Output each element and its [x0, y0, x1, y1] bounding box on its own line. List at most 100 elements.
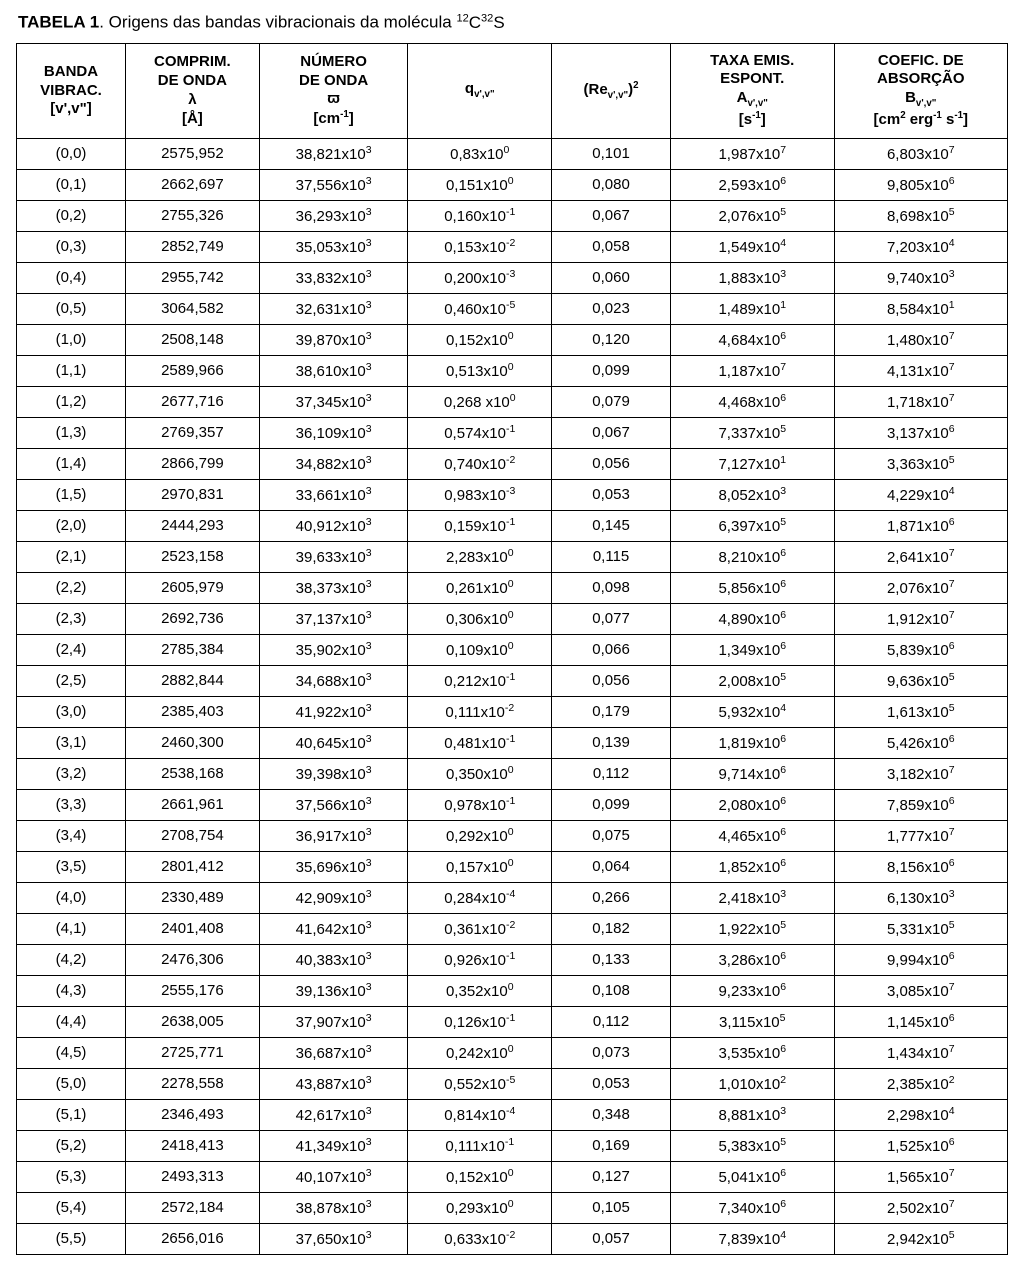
table-cell: 39,633x103 — [259, 542, 408, 573]
table-cell: 8,210x106 — [671, 542, 835, 573]
table-cell: 5,041x106 — [671, 1162, 835, 1193]
table-cell: 0,160x10-1 — [408, 201, 552, 232]
table-cell: 41,642x103 — [259, 914, 408, 945]
table-row: (0,0)2575,95238,821x1030,83x1000,1011,98… — [17, 139, 1008, 170]
molecule-formula: 12C32S — [456, 13, 504, 32]
table-cell: 0,348 — [552, 1100, 671, 1131]
table-row: (1,4)2866,79934,882x1030,740x10-20,0567,… — [17, 449, 1008, 480]
table-cell: 0,109x100 — [408, 635, 552, 666]
table-cell: 38,610x103 — [259, 356, 408, 387]
table-cell: 0,151x100 — [408, 170, 552, 201]
table-cell: 0,053 — [552, 1069, 671, 1100]
table-cell: 1,883x103 — [671, 263, 835, 294]
table-cell: (4,0) — [17, 883, 126, 914]
table-cell: 4,229x104 — [834, 480, 1007, 511]
table-cell: 40,383x103 — [259, 945, 408, 976]
table-caption: TABELA 1. Origens das bandas vibracionai… — [18, 12, 1008, 33]
table-row: (3,5)2801,41235,696x1030,157x1000,0641,8… — [17, 852, 1008, 883]
table-row: (1,0)2508,14839,870x1030,152x1000,1204,6… — [17, 325, 1008, 356]
table-cell: 0,056 — [552, 449, 671, 480]
table-row: (1,3)2769,35736,109x1030,574x10-10,0677,… — [17, 418, 1008, 449]
table-cell: 0,057 — [552, 1224, 671, 1255]
table-cell: 41,349x103 — [259, 1131, 408, 1162]
table-cell: 1,852x106 — [671, 852, 835, 883]
table-cell: 2330,489 — [126, 883, 260, 914]
table-cell: 0,133 — [552, 945, 671, 976]
table-cell: 0,139 — [552, 728, 671, 759]
table-cell: 0,983x10-3 — [408, 480, 552, 511]
table-cell: 1,987x107 — [671, 139, 835, 170]
table-row: (0,1)2662,69737,556x1030,151x1000,0802,5… — [17, 170, 1008, 201]
table-cell: 4,131x107 — [834, 356, 1007, 387]
table-cell: 1,912x107 — [834, 604, 1007, 635]
table-cell: 42,909x103 — [259, 883, 408, 914]
table-cell: 0,552x10-5 — [408, 1069, 552, 1100]
table-cell: 3,137x106 — [834, 418, 1007, 449]
table-cell: 5,426x106 — [834, 728, 1007, 759]
table-cell: 2708,754 — [126, 821, 260, 852]
table-cell: 5,839x106 — [834, 635, 1007, 666]
table-cell: 2508,148 — [126, 325, 260, 356]
table-cell: (1,0) — [17, 325, 126, 356]
table-cell: (4,5) — [17, 1038, 126, 1069]
table-cell: 2,298x104 — [834, 1100, 1007, 1131]
table-cell: 2755,326 — [126, 201, 260, 232]
table-cell: 0,814x10-4 — [408, 1100, 552, 1131]
table-cell: 37,137x103 — [259, 604, 408, 635]
table-cell: (4,1) — [17, 914, 126, 945]
table-cell: (5,0) — [17, 1069, 126, 1100]
table-cell: 2638,005 — [126, 1007, 260, 1038]
table-cell: 0,926x10-1 — [408, 945, 552, 976]
table-cell: 41,922x103 — [259, 697, 408, 728]
table-cell: (5,3) — [17, 1162, 126, 1193]
table-cell: 3,115x105 — [671, 1007, 835, 1038]
table-cell: (3,5) — [17, 852, 126, 883]
table-row: (0,3)2852,74935,053x1030,153x10-20,0581,… — [17, 232, 1008, 263]
table-cell: 1,145x106 — [834, 1007, 1007, 1038]
table-row: (3,4)2708,75436,917x1030,292x1000,0754,4… — [17, 821, 1008, 852]
table-cell: 37,345x103 — [259, 387, 408, 418]
table-cell: 2661,961 — [126, 790, 260, 821]
table-cell: 2589,966 — [126, 356, 260, 387]
table-cell: 2523,158 — [126, 542, 260, 573]
table-cell: 1,549x104 — [671, 232, 835, 263]
table-cell: 0,169 — [552, 1131, 671, 1162]
table-cell: 0,056 — [552, 666, 671, 697]
table-cell: 6,397x105 — [671, 511, 835, 542]
table-row: (3,2)2538,16839,398x1030,350x1000,1129,7… — [17, 759, 1008, 790]
table-cell: 0,481x10-1 — [408, 728, 552, 759]
table-cell: 2346,493 — [126, 1100, 260, 1131]
table-cell: 3064,582 — [126, 294, 260, 325]
table-cell: 0,101 — [552, 139, 671, 170]
table-cell: (1,1) — [17, 356, 126, 387]
table-cell: 3,535x106 — [671, 1038, 835, 1069]
table-cell: 0,099 — [552, 790, 671, 821]
table-cell: 2677,716 — [126, 387, 260, 418]
column-header: NÚMERODE ONDAϖ[cm-1] — [259, 43, 408, 138]
table-row: (0,2)2755,32636,293x1030,160x10-10,0672,… — [17, 201, 1008, 232]
table-cell: 0,212x10-1 — [408, 666, 552, 697]
table-row: (3,3)2661,96137,566x1030,978x10-10,0992,… — [17, 790, 1008, 821]
data-table: BANDAVIBRAC.[v',v"]COMPRIM.DE ONDAλ[Å]NÚ… — [16, 43, 1008, 1255]
table-cell: 2476,306 — [126, 945, 260, 976]
table-cell: 0,112 — [552, 759, 671, 790]
table-cell: 0,066 — [552, 635, 671, 666]
table-cell: 35,902x103 — [259, 635, 408, 666]
table-cell: 8,156x106 — [834, 852, 1007, 883]
table-cell: 32,631x103 — [259, 294, 408, 325]
table-cell: 9,714x106 — [671, 759, 835, 790]
table-cell: 0,079 — [552, 387, 671, 418]
table-cell: 43,887x103 — [259, 1069, 408, 1100]
table-cell: 3,182x107 — [834, 759, 1007, 790]
table-cell: 36,293x103 — [259, 201, 408, 232]
table-cell: (4,4) — [17, 1007, 126, 1038]
table-cell: 2662,697 — [126, 170, 260, 201]
table-cell: 0,182 — [552, 914, 671, 945]
caption-label: TABELA 1 — [18, 13, 99, 32]
table-row: (4,1)2401,40841,642x1030,361x10-20,1821,… — [17, 914, 1008, 945]
table-cell: 1,480x107 — [834, 325, 1007, 356]
table-cell: 36,687x103 — [259, 1038, 408, 1069]
table-cell: 2785,384 — [126, 635, 260, 666]
table-cell: 2,076x107 — [834, 573, 1007, 604]
table-row: (5,2)2418,41341,349x1030,111x10-10,1695,… — [17, 1131, 1008, 1162]
